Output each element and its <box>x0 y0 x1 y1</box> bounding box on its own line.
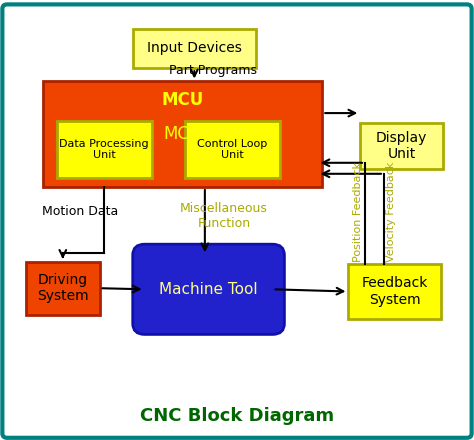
FancyBboxPatch shape <box>2 4 472 438</box>
Text: Display
Unit: Display Unit <box>376 131 428 161</box>
Text: Machine Tool: Machine Tool <box>159 282 258 297</box>
Text: Data Processing
Unit: Data Processing Unit <box>59 139 149 161</box>
FancyBboxPatch shape <box>133 29 256 68</box>
FancyBboxPatch shape <box>185 121 280 178</box>
Text: Velocity Feedback: Velocity Feedback <box>386 162 396 263</box>
FancyBboxPatch shape <box>26 262 100 315</box>
Text: Control Loop
Unit: Control Loop Unit <box>197 139 267 161</box>
FancyBboxPatch shape <box>348 264 441 319</box>
FancyBboxPatch shape <box>43 81 322 187</box>
Text: Input Devices: Input Devices <box>147 41 242 55</box>
Text: Part Programs: Part Programs <box>169 64 257 77</box>
FancyBboxPatch shape <box>360 123 443 169</box>
Text: Feedback
System: Feedback System <box>361 276 428 307</box>
Text: Driving
System: Driving System <box>37 273 89 303</box>
FancyBboxPatch shape <box>57 121 152 178</box>
Text: MCU: MCU <box>161 91 204 109</box>
Text: Miscellaneous
Function: Miscellaneous Function <box>180 202 268 230</box>
Text: Position Feedback: Position Feedback <box>353 162 363 262</box>
FancyBboxPatch shape <box>133 244 284 334</box>
Text: MCU: MCU <box>164 125 201 143</box>
Text: Motion Data: Motion Data <box>42 205 118 218</box>
Text: CNC Block Diagram: CNC Block Diagram <box>140 407 334 425</box>
